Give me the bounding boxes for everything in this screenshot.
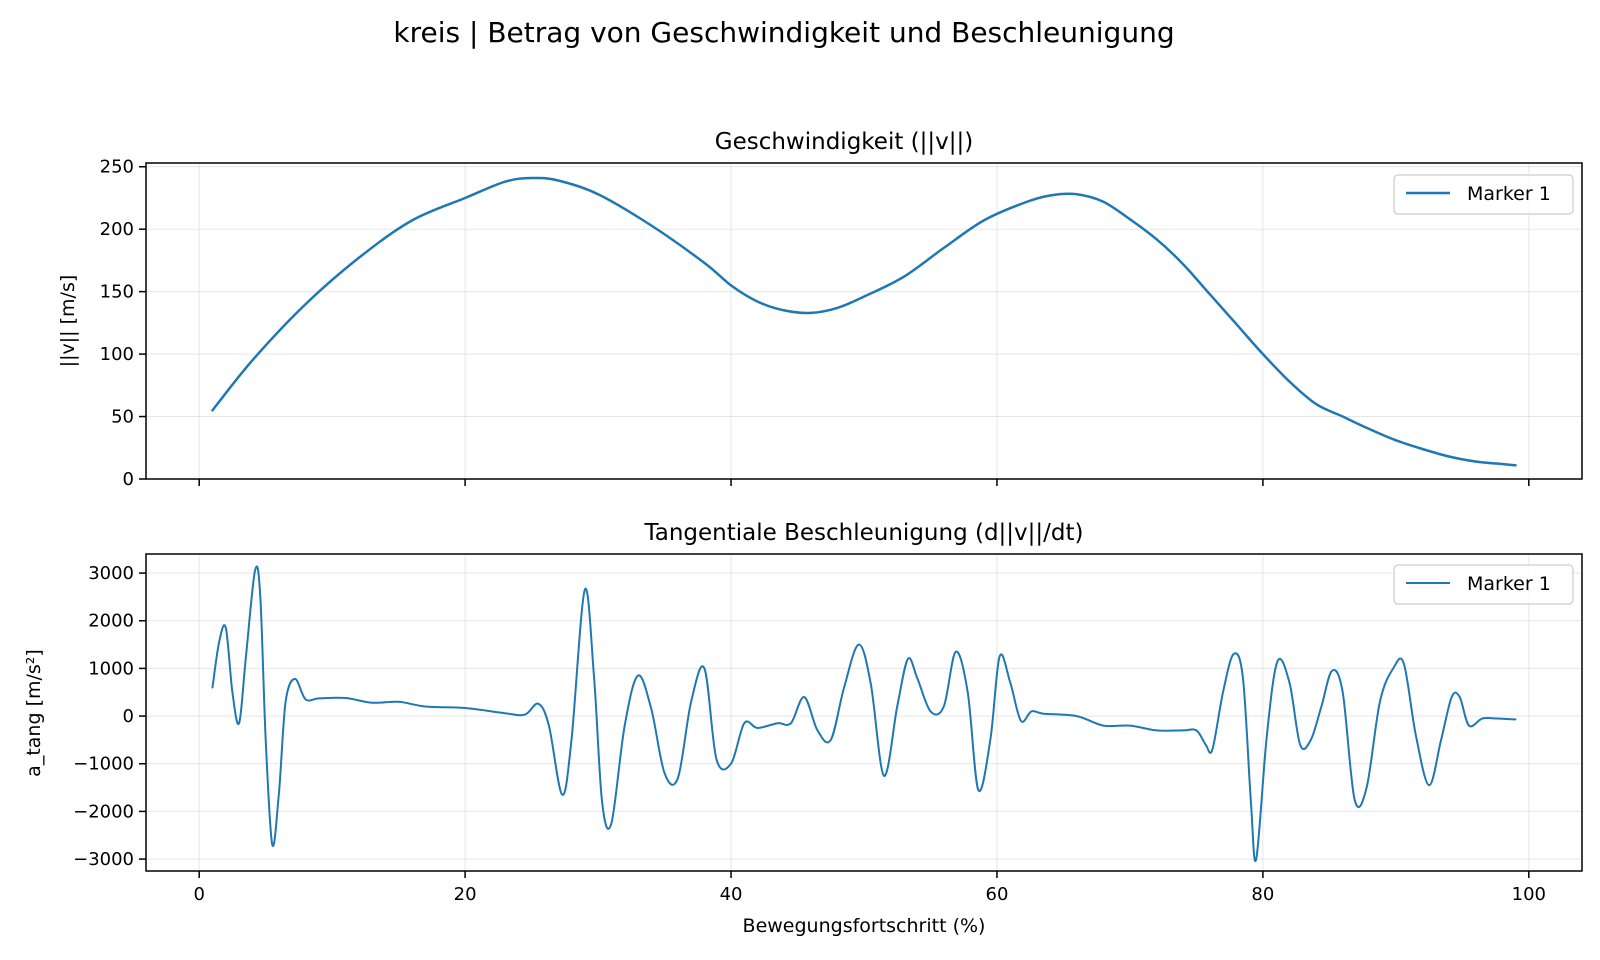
acceleration-y-tick-label: −3000 — [73, 849, 134, 870]
acceleration-panel: Tangentiale Beschleunigung (d||v||/dt) 0… — [23, 520, 1583, 905]
velocity-y-tick-label: 0 — [123, 469, 134, 490]
acceleration-y-tick-label: 2000 — [88, 611, 134, 632]
acceleration-x-tick-label: 40 — [720, 884, 743, 905]
acceleration-x-tick-label: 60 — [986, 884, 1009, 905]
acceleration-panel-title: Tangentiale Beschleunigung (d||v||/dt) — [644, 520, 1084, 546]
acceleration-y-axis-label: a_tang [m/s²] — [23, 649, 45, 777]
acceleration-legend-box — [1393, 564, 1574, 605]
velocity-y-tick-label: 250 — [100, 157, 134, 178]
x-axis-label: Bewegungsfortschritt (%) — [743, 915, 986, 937]
acceleration-series — [211, 565, 1517, 863]
velocity-grid — [146, 163, 1582, 480]
acceleration-y-tick-label: −1000 — [73, 754, 134, 775]
acceleration-legend-label: Marker 1 — [1467, 573, 1551, 595]
velocity-y-axis-label: ||v|| [m/s] — [57, 275, 79, 368]
acceleration-axes-frame — [145, 553, 1583, 872]
acceleration-y-tick-label: 3000 — [88, 563, 134, 584]
acceleration-x-tick-label: 80 — [1251, 884, 1274, 905]
velocity-y-tick-label: 50 — [111, 407, 134, 428]
velocity-series-line — [211, 176, 1517, 467]
acceleration-y-tick-label: −2000 — [73, 801, 134, 822]
velocity-legend-box — [1393, 174, 1574, 215]
velocity-legend: Marker 1 — [1393, 174, 1574, 215]
velocity-y-ticks: 0 50 100 150 200 250 — [100, 157, 146, 490]
velocity-x-ticks — [198, 479, 1530, 486]
velocity-y-tick-label: 150 — [100, 282, 134, 303]
acceleration-series-line — [211, 565, 1517, 863]
velocity-y-tick-label: 100 — [100, 344, 134, 365]
acceleration-y-ticks: −3000 −2000 −1000 0 1000 2000 3000 — [73, 563, 146, 870]
acceleration-grid — [146, 554, 1582, 871]
acceleration-x-tick-label: 100 — [1512, 884, 1546, 905]
velocity-axes-frame — [145, 162, 1583, 480]
velocity-panel-title: Geschwindigkeit (||v||) — [715, 129, 973, 155]
acceleration-x-ticks: 0 20 40 60 80 100 — [193, 871, 1546, 905]
figure-title: kreis | Betrag von Geschwindigkeit und B… — [393, 16, 1174, 49]
acceleration-y-tick-label: 1000 — [88, 658, 134, 679]
acceleration-legend: Marker 1 — [1393, 564, 1574, 605]
velocity-legend-label: Marker 1 — [1467, 183, 1551, 205]
acceleration-x-tick-label: 20 — [454, 884, 477, 905]
velocity-y-tick-label: 200 — [100, 219, 134, 240]
velocity-series — [211, 176, 1517, 467]
velocity-panel: Geschwindigkeit (||v||) 050100150200250 … — [57, 129, 1583, 490]
acceleration-x-tick-label: 0 — [193, 884, 204, 905]
acceleration-y-tick-label: 0 — [123, 706, 134, 727]
